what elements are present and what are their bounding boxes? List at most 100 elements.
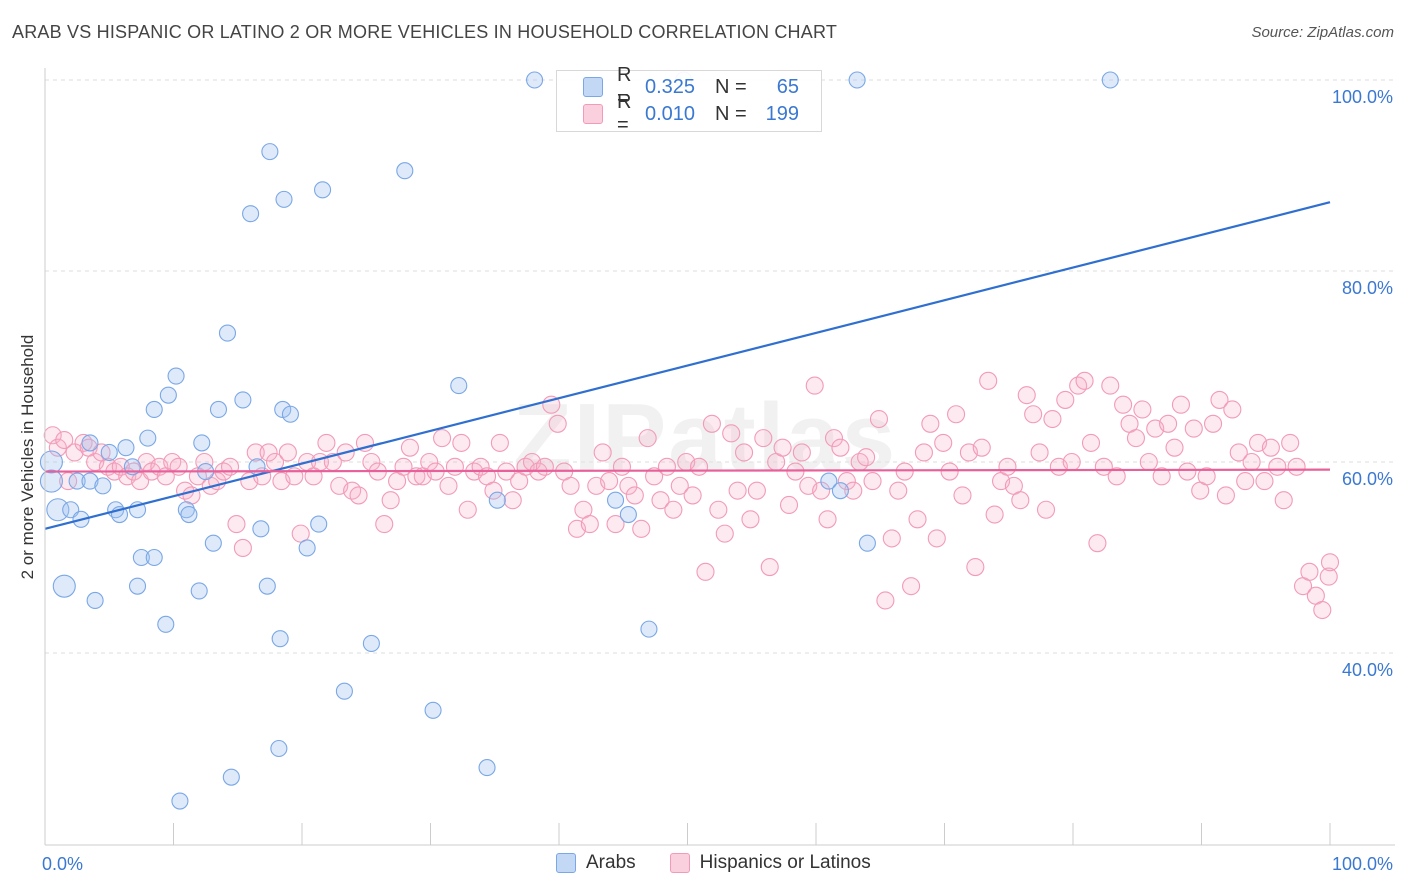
hispanic-point (940, 462, 959, 481)
arab-point (335, 682, 353, 700)
hispanic-point (445, 457, 464, 476)
hispanic-point (1062, 452, 1081, 472)
hispanic-point (1178, 462, 1197, 481)
hispanic-point (375, 515, 394, 534)
arab-point (1101, 71, 1119, 89)
hispanic-point (1261, 438, 1280, 457)
hispanic-point (1204, 414, 1223, 433)
hispanic-point (734, 443, 754, 462)
hispanic-point (857, 448, 876, 467)
hispanic-point (619, 476, 638, 495)
grid (45, 79, 1395, 654)
arabs-legend-label: Arabs (586, 852, 636, 873)
arab-point (68, 472, 86, 490)
arab-point (117, 439, 135, 457)
hispanic-point (400, 438, 419, 457)
arabs-swatch (583, 77, 603, 97)
hispanic-point (233, 538, 252, 558)
chart-title: ARAB VS HISPANIC OR LATINO 2 OR MORE VEH… (12, 22, 838, 42)
arab-point (222, 768, 240, 786)
arab-point (132, 548, 150, 567)
r-label: R = (617, 91, 632, 136)
hispanic-point (651, 491, 670, 510)
hispanic-point (1184, 419, 1203, 438)
hispanic-point (580, 515, 599, 534)
hispanic-point (246, 443, 265, 462)
hispanic-point (259, 443, 278, 462)
hispanic-point (1229, 443, 1248, 462)
hispanic-point (433, 429, 452, 448)
hispanic-point (831, 438, 850, 457)
hispanic-point (612, 457, 632, 476)
hispanic-point (1216, 486, 1235, 505)
arab-point (81, 472, 99, 490)
y-tick-label-60: 60.0% (1342, 469, 1393, 489)
x-tick-label-0: 0.0% (42, 854, 83, 874)
arab-point (100, 443, 118, 462)
hispanic-point (908, 510, 927, 529)
hispanic-point (979, 371, 998, 390)
hispanic-point (664, 500, 683, 519)
arab-point (396, 162, 414, 180)
arab-point (848, 71, 866, 89)
arab-point (145, 548, 163, 567)
arab-point (619, 505, 637, 524)
series-legend: Arabs Hispanics or Latinos (556, 852, 905, 874)
hispanic-point (690, 457, 709, 476)
hispanic-point (600, 472, 619, 491)
hispanic-point (1313, 600, 1332, 620)
hispanic-point (1056, 390, 1075, 409)
hispanic-point (728, 481, 747, 500)
hispanic-point (1152, 467, 1171, 486)
hispanic-point (638, 429, 657, 448)
hispanics-n-value: 199 (765, 102, 799, 125)
hispanic-point (773, 438, 792, 457)
hispanic-point (1036, 500, 1056, 519)
hispanic-point (1165, 438, 1184, 457)
hispanic-point (972, 438, 991, 457)
hispanic-point (55, 430, 74, 450)
arab-point (128, 577, 147, 595)
hispanic-point (1210, 390, 1229, 409)
arab-point (526, 71, 544, 89)
hispanic-point (439, 476, 458, 495)
arab-point (167, 367, 185, 385)
legend-item-hispanics[interactable]: Hispanics or Latinos (669, 852, 871, 874)
hispanic-point (1274, 491, 1293, 510)
arab-point (275, 190, 293, 208)
hispanic-point (921, 414, 940, 433)
hispanic-point (722, 424, 741, 443)
hispanic-point (760, 557, 779, 577)
hispanic-point (1107, 467, 1126, 486)
hispanic-point (863, 472, 882, 491)
hispanic-point (1101, 376, 1120, 395)
trend-lines (44, 201, 1331, 530)
legend-item-arabs[interactable]: Arabs (556, 852, 636, 874)
stats-legend: R = 0.325 N = 65 R = 0.010 N = 199 (556, 64, 822, 136)
hispanic-point (985, 505, 1004, 524)
hispanic-point (593, 443, 612, 462)
n-label: N = (715, 102, 747, 125)
hispanic-point (747, 481, 766, 500)
hispanic-point (1287, 457, 1306, 476)
hispanics-legend-label: Hispanics or Latinos (699, 852, 871, 873)
hispanic-point (535, 457, 554, 476)
arab-point (171, 792, 189, 810)
hispanic-point (683, 486, 702, 505)
arabs-trend-line (44, 201, 1331, 530)
arab-point (139, 429, 157, 447)
arab-point (252, 520, 270, 538)
hispanic-point (953, 486, 972, 505)
arab-point (81, 434, 99, 452)
hispanic-point (824, 429, 844, 448)
arab-point (606, 491, 625, 509)
hispanic-point (670, 476, 689, 495)
hispanic-point (696, 562, 715, 581)
hispanic-point (927, 529, 946, 548)
arab-point (190, 582, 208, 600)
y-axis-label: 2 or more Vehicles in Household (18, 334, 37, 580)
hispanic-point (902, 577, 921, 596)
arab-point (271, 630, 289, 648)
hispanic-point (1024, 405, 1043, 424)
hispanic-point (1242, 452, 1261, 472)
